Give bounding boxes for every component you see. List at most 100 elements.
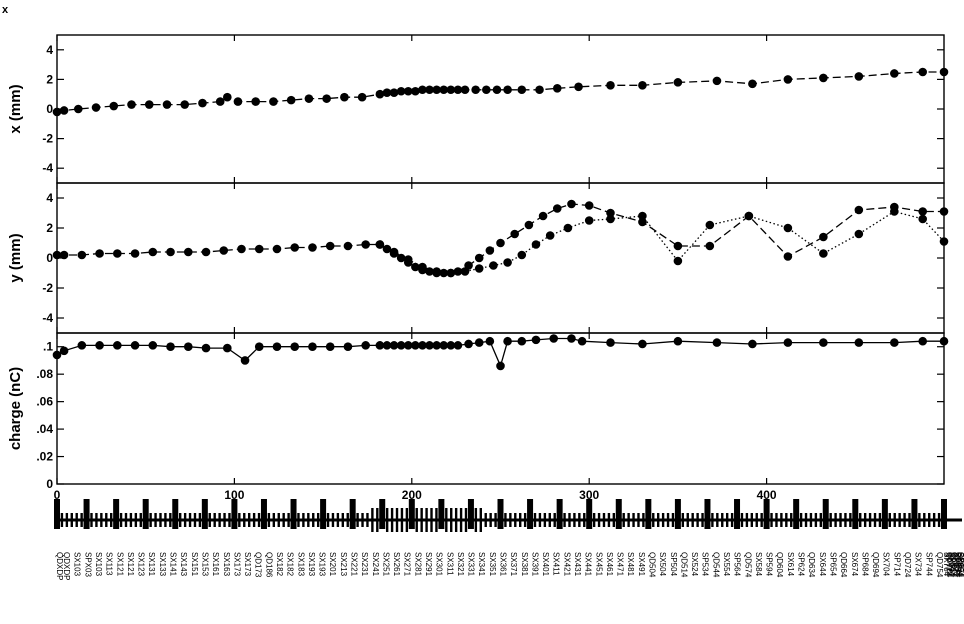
element-label: QD186 [264, 552, 273, 578]
data-point [890, 338, 899, 347]
data-point [375, 341, 385, 350]
lattice-element [716, 513, 719, 527]
lattice-element [361, 513, 364, 527]
data-point [109, 101, 119, 111]
lattice-element [70, 513, 73, 527]
data-point [606, 208, 615, 218]
element-label: SX143 [179, 552, 188, 577]
x-tick-label: 300 [579, 488, 599, 502]
data-point [439, 341, 449, 350]
lattice-element [336, 513, 340, 527]
element-label: SX231 [360, 552, 369, 577]
lattice-element [201, 499, 208, 529]
data-point [939, 207, 949, 216]
element-label: QD844 [954, 552, 963, 578]
element-label: SX153 [201, 552, 210, 577]
data-point [567, 334, 576, 343]
data-point [492, 85, 502, 95]
data-point [418, 262, 427, 272]
panel-1: -4 -2 0 2 4 x (mm) [7, 34, 949, 184]
data-point [425, 85, 434, 95]
lattice-element [597, 513, 601, 527]
lattice-element [80, 513, 83, 527]
lattice-element [923, 513, 926, 527]
element-label: SP834 [953, 552, 962, 577]
element-label: SX451 [594, 552, 603, 577]
element-label: SX103 [94, 552, 103, 577]
lattice-element [297, 513, 300, 527]
data-point [130, 341, 140, 350]
lattice-element [213, 513, 216, 527]
data-point [52, 107, 62, 117]
data-point [59, 106, 69, 115]
lattice-element [785, 513, 788, 527]
lattice-element [602, 513, 606, 527]
lattice-element [661, 513, 665, 527]
element-label: SP864 [956, 552, 964, 577]
data-point [52, 250, 62, 260]
y-axis-label: y (mm) [7, 233, 24, 282]
data-point [496, 361, 505, 371]
element-label: SX421 [562, 552, 571, 577]
data-point [411, 262, 420, 272]
lattice-element [674, 499, 681, 529]
element-label: SP684 [860, 552, 869, 577]
data-point [290, 243, 300, 252]
lattice-element [928, 513, 931, 527]
data-point [113, 341, 122, 350]
lattice-element [814, 513, 818, 527]
lattice-element [105, 513, 108, 527]
element-label: SX341 [477, 552, 486, 577]
data-point [517, 85, 527, 95]
element-label: SX182 [286, 552, 295, 577]
data-point [517, 250, 527, 260]
data-point [290, 342, 300, 352]
data-point [918, 207, 928, 216]
lattice-element [425, 508, 428, 532]
element-label: SX674 [850, 552, 859, 577]
data-point [474, 264, 484, 273]
data-point [439, 268, 449, 278]
data-point [584, 216, 594, 225]
element-label: QDXDP [62, 552, 71, 580]
lattice-element [405, 508, 409, 532]
lattice-element [90, 513, 93, 527]
data-point [59, 250, 69, 260]
lattice-element [932, 513, 936, 527]
element-label: SX854 [956, 552, 964, 577]
lattice-element [484, 513, 487, 527]
data-point [127, 100, 136, 109]
lattice-element [519, 513, 522, 527]
data-point [638, 339, 647, 349]
lattice-element [208, 513, 211, 527]
data-point [201, 343, 211, 353]
lattice-element [578, 513, 581, 527]
lattice-element [307, 513, 310, 527]
lattice-element [113, 499, 120, 529]
element-label: SX121 [115, 552, 124, 577]
lattice-element [656, 513, 660, 527]
lattice-element [188, 513, 192, 527]
y-tick-label: 2 [46, 221, 53, 235]
data-point [95, 249, 104, 258]
data-point [223, 343, 232, 353]
element-label: QD814 [950, 552, 959, 578]
lattice-element [809, 513, 813, 527]
data-point [453, 267, 463, 276]
element-label: SX321 [456, 552, 465, 577]
data-point [819, 232, 828, 242]
data-point [325, 241, 335, 251]
lattice-element [371, 508, 374, 532]
lattice-element [627, 513, 630, 527]
lattice-element [666, 513, 670, 527]
element-label: QD173 [254, 552, 263, 578]
data-point [396, 341, 406, 350]
lattice-element [804, 513, 808, 527]
data-point [783, 75, 793, 84]
data-point [464, 339, 473, 349]
data-point [939, 237, 949, 246]
data-point [343, 342, 353, 352]
element-label: SX183 [296, 552, 305, 577]
lattice-element [740, 513, 744, 527]
lattice-element [349, 499, 356, 529]
